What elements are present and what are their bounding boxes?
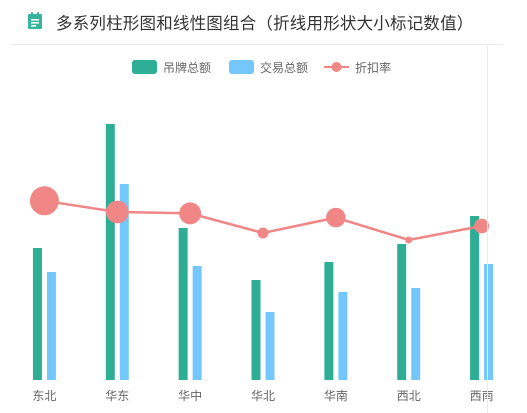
bar-trade-total (46, 272, 56, 380)
bar-brand-total (324, 262, 334, 380)
x-tick-label: 东北 (32, 389, 56, 403)
bar-trade-total (411, 288, 421, 380)
legend-item-brand-total[interactable]: 吊牌总额 (132, 58, 211, 76)
bar-brand-total (105, 124, 115, 380)
bar-brand-total (470, 216, 480, 380)
panel-divider (487, 44, 488, 413)
document-icon (28, 12, 42, 29)
bar-brand-total (397, 244, 407, 380)
point-discount-rate (179, 202, 202, 225)
x-tick-label: 西北 (397, 389, 421, 403)
point-discount-rate (29, 186, 59, 216)
bar-trade-total (119, 184, 129, 380)
x-tick-label: 华中 (178, 388, 202, 403)
x-tick-label: 西南 (470, 388, 494, 403)
bar-trade-total (265, 312, 275, 380)
point-discount-rate (474, 218, 490, 234)
x-tick-label: 华南 (324, 388, 348, 403)
bar-trade-total (338, 292, 348, 380)
chart-title: 多系列柱形图和线性图组合（折线用形状大小标记数值） (56, 14, 474, 33)
legend-swatch-trade-total (229, 60, 254, 74)
bar-brand-total (178, 228, 188, 380)
point-discount-rate (405, 236, 413, 244)
x-tick-label: 华北 (251, 389, 275, 403)
bar-brand-total (251, 280, 261, 380)
chart-header: 多系列柱形图和线性图组合（折线用形状大小标记数值） (0, 0, 527, 44)
bar-trade-total (484, 264, 494, 380)
point-discount-rate (105, 200, 129, 224)
legend-item-discount-rate[interactable]: 折扣率 (324, 58, 391, 76)
legend-label-discount-rate: 折扣率 (355, 60, 392, 75)
legend-item-trade-total[interactable]: 交易总额 (229, 58, 308, 76)
legend-swatch-brand-total (132, 60, 157, 74)
point-discount-rate (257, 227, 269, 239)
legend-label-brand-total: 吊牌总额 (163, 60, 212, 75)
legend-label-trade-total: 交易总额 (260, 60, 309, 75)
bar-brand-total (32, 248, 42, 380)
chart-legend: 吊牌总额 交易总额 折扣率 (0, 58, 527, 76)
x-tick-label: 华东 (105, 389, 129, 403)
header-divider (12, 44, 502, 45)
legend-swatch-discount-rate (324, 62, 349, 72)
point-discount-rate (326, 207, 346, 228)
bar-trade-total (192, 266, 202, 380)
